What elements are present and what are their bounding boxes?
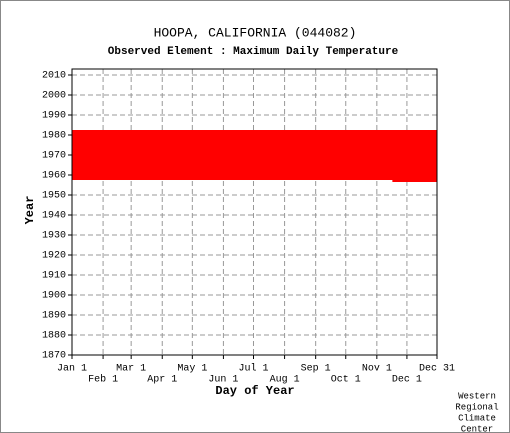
coverage-bar [72,134,437,136]
x-tick-label: Jun 1 [208,375,238,386]
y-tick-label: 1940 [42,211,66,222]
y-tick-label: 1990 [42,111,66,122]
coverage-bar [72,154,437,156]
x-tick-label: Apr 1 [147,375,177,386]
y-tick-label: 2000 [42,91,66,102]
x-tick-label: Jan 1 [57,364,87,375]
x-tick-label: Feb 1 [88,374,118,386]
coverage-bar [72,164,437,166]
x-tick-label: Mar 1 [116,364,146,375]
y-tick-label: 1930 [42,231,66,242]
coverage-bar [72,152,437,154]
x-tick-label: Oct 1 [331,375,361,386]
coverage-bar [72,132,437,134]
chart-subtitle: Observed Element : Maximum Daily Tempera… [108,46,399,58]
coverage-bar [72,148,437,150]
y-tick-label: 1900 [42,291,66,302]
coverage-bar [72,146,437,148]
coverage-bar [72,156,437,158]
y-tick-label: 1970 [42,151,66,162]
coverage-bar [72,176,437,178]
y-tick-label: 1950 [42,191,66,202]
y-axis-label: Year [23,196,37,225]
coverage-bar [72,142,437,144]
x-tick-label: Nov 1 [362,364,392,375]
coverage-bar [72,162,437,164]
credit: Regional [455,402,498,412]
coverage-bar [392,180,437,182]
y-tick-label: 1910 [42,271,66,282]
coverage-bar [72,136,437,138]
coverage-bar [72,174,437,176]
coverage-bar [72,166,437,168]
coverage-bar [72,168,437,170]
y-tick-label: 1960 [42,171,66,182]
coverage-bar [72,150,437,152]
y-tick-label: 2010 [42,71,66,82]
chart-title: HOOPA, CALIFORNIA (044082) [154,25,357,40]
y-tick-label: 1880 [42,331,66,342]
plot-border [71,68,438,356]
coverage-bar [72,172,437,174]
y-tick-label: 1920 [42,251,66,262]
coverage-bar [72,160,437,162]
x-tick-label: Jul 1 [238,363,268,375]
coverage-bar [72,140,437,142]
credit: Climate [458,413,496,423]
x-tick-label: May 1 [177,364,207,375]
y-tick-label: 1980 [42,131,66,142]
coverage-bar [72,138,437,140]
x-tick-label: Sep 1 [301,364,331,375]
credit: Western [458,391,496,401]
y-tick-label: 1890 [42,311,66,322]
x-tick-label: Dec 1 [392,375,422,386]
coverage-bar [72,170,437,172]
x-tick-label: Aug 1 [270,375,300,386]
y-tick-label: 1870 [42,351,66,362]
x-tick-label: Dec 31 [419,364,455,375]
coverage-bar [72,178,437,180]
coverage-bar [72,158,437,160]
coverage-bar [72,130,437,132]
credit: Center [461,424,493,433]
coverage-bar [72,144,437,146]
x-axis-label: Day of Year [215,384,294,398]
